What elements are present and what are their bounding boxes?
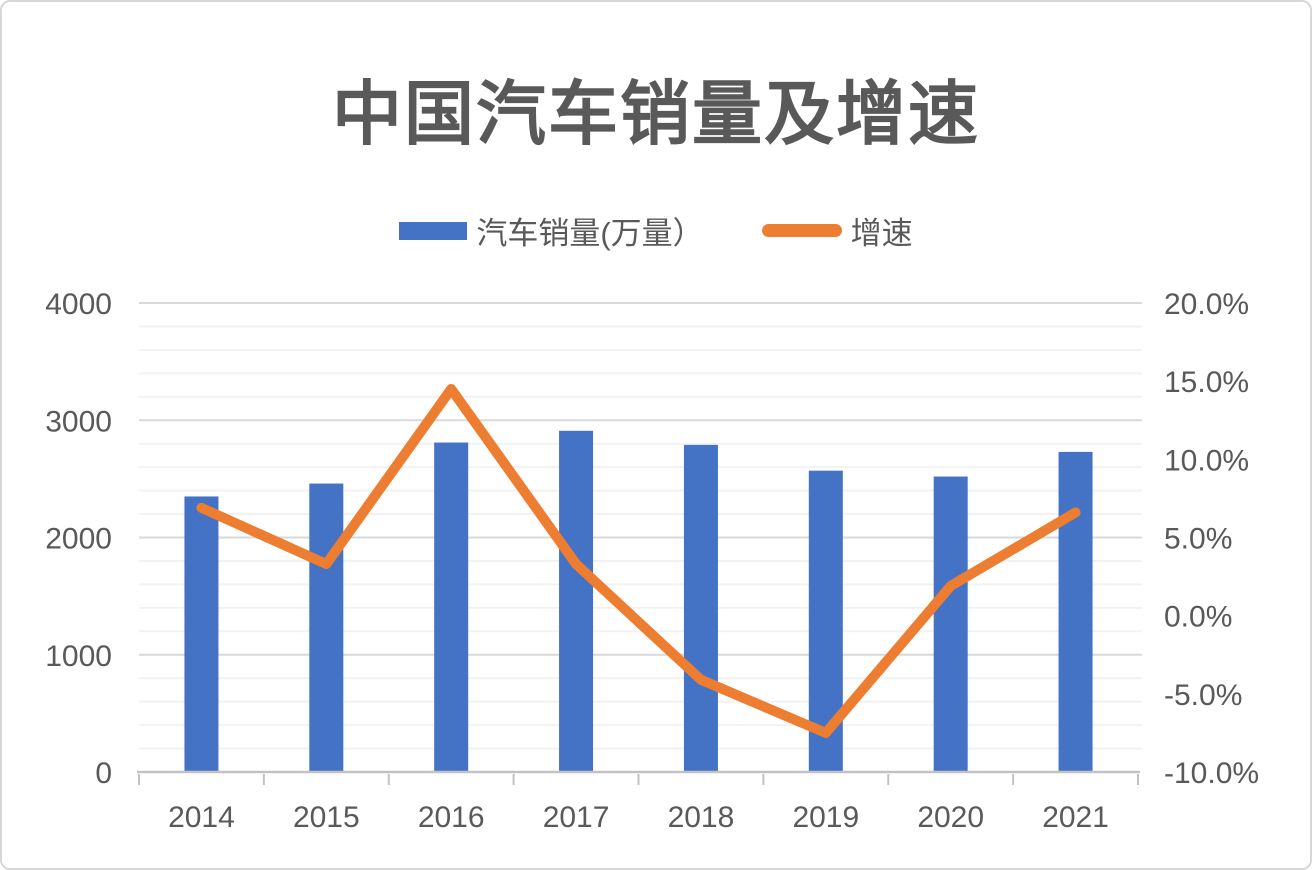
- sales-bar-2016: [434, 442, 469, 772]
- sales-bar-2014: [184, 496, 219, 772]
- sales-bar-2015: [309, 483, 344, 772]
- y-axis-left-label: 2000: [45, 523, 112, 556]
- y-axis-right-label: 20.0%: [1164, 288, 1249, 321]
- x-axis-label-2017: 2017: [543, 801, 610, 834]
- sales-bar-2018: [683, 444, 718, 772]
- x-axis-label-2021: 2021: [1042, 801, 1109, 834]
- y-axis-right-label: 5.0%: [1164, 523, 1232, 556]
- sales-bar-2017: [559, 430, 594, 772]
- y-axis-right-label: -10.0%: [1164, 757, 1259, 790]
- x-axis-label-2014: 2014: [168, 801, 235, 834]
- legend-bar-label: 汽车销量(万量）: [476, 216, 704, 251]
- growth-line: [196, 383, 1081, 738]
- y-axis-left-label: 4000: [45, 288, 112, 321]
- y-axis-right-label: 10.0%: [1164, 444, 1249, 477]
- legend-item-growth: 增速: [761, 208, 913, 253]
- x-axis-label-2018: 2018: [668, 801, 735, 834]
- x-axis-label-2020: 2020: [917, 801, 984, 834]
- legend: 汽车销量(万量） 增速: [2, 208, 1310, 253]
- sales-bar-2021: [1058, 451, 1093, 772]
- y-axis-right-label: 0.0%: [1164, 601, 1232, 634]
- legend-line-swatch: [761, 224, 842, 237]
- x-axis-label-2015: 2015: [293, 801, 360, 834]
- y-axis-right-label: 15.0%: [1164, 366, 1249, 399]
- y-axis-right-label: -5.0%: [1164, 679, 1242, 712]
- legend-item-sales: 汽车销量(万量）: [399, 208, 704, 253]
- x-axis-label-2016: 2016: [418, 801, 485, 834]
- chart-title: 中国汽车销量及增速: [332, 75, 980, 153]
- legend-line-label: 增速: [850, 216, 913, 251]
- sales-bar-2020: [933, 476, 968, 772]
- legend-bar-swatch: [399, 221, 468, 240]
- y-axis-left-label: 0: [95, 757, 112, 790]
- x-axis-label-2019: 2019: [792, 801, 859, 834]
- y-axis-left-label: 3000: [45, 405, 112, 438]
- y-axis-left-label: 1000: [45, 640, 112, 673]
